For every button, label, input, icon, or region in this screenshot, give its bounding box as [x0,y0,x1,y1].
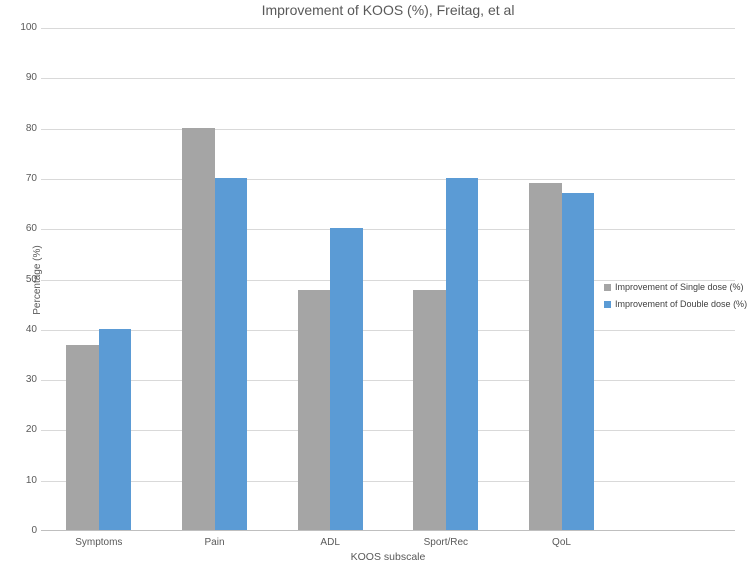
gridline-10 [41,480,735,482]
bar-pain-single [182,127,215,530]
gridline-20 [41,430,735,432]
legend-swatch-icon [604,283,611,291]
plot-area [41,28,735,531]
y-tick-label-30: 30 [25,374,37,386]
chart-title: Improvement of KOOS (%), Freitag, et al [261,2,515,18]
y-tick-label-0: 0 [31,525,37,536]
y-tick-label-80: 80 [25,122,37,134]
category-label-pain: Pain [204,537,225,548]
x-axis-line [41,530,735,531]
gridline-50 [41,279,735,281]
gridline-60 [41,229,735,231]
y-tick-label-10: 10 [25,474,37,486]
gridline-80 [41,128,735,130]
bar-sport-rec-double [445,177,479,530]
bar-sport-rec-single [413,289,446,530]
category-label-adl: ADL [320,537,340,548]
bar-adl-single [297,289,331,530]
bar-qol-double [561,193,594,530]
y-tick-label-70: 70 [25,172,37,184]
chart-legend: Improvement of Single dose (%) Improvemen… [604,281,748,315]
bar-pain-double [214,177,247,530]
gridline-90 [41,78,735,80]
bar-symptoms-double [98,328,132,530]
y-tick-label-20: 20 [25,424,37,436]
category-label-sport-rec: Sport/Rec [423,537,469,548]
legend-swatch-icon [604,300,611,308]
y-tick-label-60: 60 [25,223,37,235]
category-label-qol: QoL [552,537,571,548]
bar-symptoms-single [66,345,99,530]
legend-label: Improvement of Single dose (%) [615,282,744,292]
legend-item-double-dose: Improvement of Double dose (%) [604,298,747,310]
legend-item-single-dose: Improvement of Single dose (%) [604,281,747,293]
gridline-40 [41,329,735,331]
bar-adl-double [330,228,363,530]
y-tick-label-40: 40 [25,323,37,335]
y-tick-label-50: 50 [25,273,37,285]
category-label-symptoms: Symptoms [75,537,123,548]
gridline-30 [41,380,735,382]
gridline-100 [41,28,735,29]
y-tick-label-100: 100 [20,22,37,33]
gridline-70 [41,178,735,180]
legend-label: Improvement of Double dose (%) [615,299,748,309]
x-axis-title: KOOS subscale [350,551,426,563]
bar-qol-single [529,182,562,530]
y-tick-label-90: 90 [25,72,37,84]
